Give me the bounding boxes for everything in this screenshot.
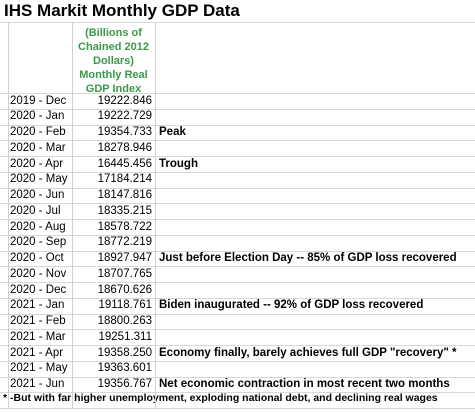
date-cell: 2020 - Feb — [10, 126, 66, 138]
value-cell: 18927.947 — [97, 252, 152, 264]
value-cell: 19354.733 — [97, 126, 152, 138]
date-cell: 2021 - Mar — [10, 330, 66, 343]
grid-line — [0, 345, 475, 346]
date-cell: 2020 - Mar — [10, 141, 66, 154]
grid-line — [0, 124, 475, 126]
grid-line — [0, 187, 475, 189]
date-cell: 2020 - Oct — [10, 252, 64, 264]
date-cell: 2020 - Jun — [10, 189, 65, 201]
value-cell: 19356.767 — [97, 378, 152, 390]
date-cell: 2020 - Sep — [10, 236, 67, 249]
grid-line — [0, 219, 475, 220]
value-cell: 18670.626 — [97, 283, 152, 296]
value-cell: 19222.846 — [97, 94, 152, 107]
date-cell: 2020 - May — [10, 173, 68, 186]
value-cell: 16445.456 — [97, 157, 152, 170]
date-cell: 2021 - Jun — [10, 378, 65, 390]
value-cell: 19222.729 — [97, 110, 152, 123]
date-cell: 2021 - May — [10, 362, 68, 375]
value-cell: 18800.263 — [97, 315, 152, 327]
date-cell: 2020 - Jul — [10, 204, 61, 217]
grid-line — [155, 22, 156, 408]
note-cell: Trough — [159, 157, 198, 170]
grid-line — [72, 22, 73, 408]
date-cell: 2021 - Jan — [10, 299, 65, 312]
value-cell: 17184.214 — [97, 173, 152, 186]
date-cell: 2020 - Nov — [10, 267, 67, 280]
date-cell: 2020 - Jan — [10, 110, 65, 123]
note-cell: Economy finally, barely achieves full GD… — [159, 346, 457, 359]
date-cell: 2021 - Apr — [10, 346, 64, 359]
note-cell: Just before Election Day -- 85% of GDP l… — [159, 252, 457, 264]
value-cell: 18335.215 — [97, 204, 152, 217]
header-line: Dollars) — [93, 55, 134, 67]
grid-line — [0, 266, 475, 268]
header-line: Chained 2012 — [78, 41, 149, 53]
grid-line — [0, 171, 475, 173]
date-cell: 2021 - Feb — [10, 315, 66, 327]
grid-line — [0, 313, 475, 315]
grid-line — [0, 203, 475, 205]
grid-line — [0, 93, 475, 94]
note-cell: Biden inaugurated -- 92% of GDP loss rec… — [159, 299, 424, 312]
grid-line — [0, 140, 475, 142]
value-cell: 18772.219 — [97, 236, 152, 249]
title: IHS Markit Monthly GDP Data — [4, 1, 240, 20]
column-header: (Billions of Chained 2012 Dollars) Monthly … — [72, 26, 155, 96]
date-cell: 2020 - Dec — [10, 283, 67, 296]
value-cell: 19251.311 — [98, 330, 152, 343]
value-cell: 18578.722 — [97, 220, 152, 233]
grid-line — [0, 408, 475, 409]
grid-line — [0, 282, 475, 283]
note-cell: Net economic contraction in most recent … — [159, 378, 450, 390]
value-cell: 18278.946 — [97, 141, 152, 154]
value-cell: 18707.765 — [97, 267, 152, 280]
note-cell: Peak — [159, 126, 186, 138]
value-cell: 19363.601 — [97, 362, 152, 375]
grid-line — [0, 156, 475, 157]
header-line: (Billions of — [85, 27, 142, 39]
footnote: * -But with far higher unemployment, exp… — [3, 392, 438, 404]
grid-line — [0, 329, 475, 331]
date-cell: 2020 - Aug — [10, 220, 66, 233]
date-cell: 2020 - Apr — [10, 157, 64, 170]
grid-line — [0, 360, 475, 362]
date-cell: 2019 - Dec — [10, 94, 67, 107]
grid-line — [0, 22, 475, 23]
header-line: Monthly Real — [79, 69, 148, 81]
grid-line — [0, 234, 475, 236]
grid-line — [0, 297, 475, 299]
grid-line — [0, 250, 475, 252]
value-cell: 19118.761 — [98, 299, 152, 312]
value-cell: 19358.250 — [97, 346, 152, 359]
value-cell: 18147.816 — [97, 189, 152, 201]
grid-line — [0, 392, 475, 394]
grid-line — [0, 376, 475, 378]
grid-line — [8, 22, 9, 408]
grid-line — [0, 108, 475, 110]
header-line: GDP Index — [85, 83, 142, 95]
